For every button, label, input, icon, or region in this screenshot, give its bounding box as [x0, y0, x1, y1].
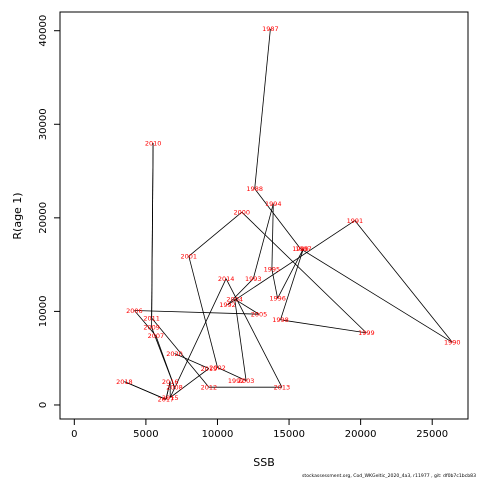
year-label-2012: 2012 [201, 384, 218, 392]
trajectory-segment [227, 220, 356, 306]
year-label-2017: 2017 [158, 396, 175, 404]
trajectory-segment [280, 319, 367, 334]
x-axis-title: SSB [253, 456, 275, 469]
year-label-2007: 2007 [148, 332, 165, 340]
year-label-1994: 1994 [265, 200, 282, 208]
year-label-2000: 2000 [234, 209, 251, 217]
trajectory-segment [234, 298, 260, 315]
plot-frame [59, 11, 469, 420]
year-label-2008: 2008 [166, 384, 183, 392]
year-label-2005: 2005 [251, 311, 268, 319]
x-tick-label: 5000 [133, 429, 158, 440]
year-label-1991: 1991 [347, 217, 364, 225]
year-label-2013: 2013 [274, 384, 291, 392]
trajectory-segment [241, 211, 367, 334]
year-label-2011: 2011 [143, 314, 160, 322]
year-labels: 1987 1988 1989 1990 1991 1992 1993 1994 1995 1996… [116, 25, 460, 404]
trajectory-segment [252, 203, 274, 279]
trajectory-segment [188, 211, 243, 257]
year-label-2014: 2014 [218, 275, 235, 283]
trajectory-segment [227, 278, 254, 306]
year-label-2004: 2004 [226, 296, 243, 304]
year-label-2016: 2016 [162, 378, 179, 386]
year-label-2009: 2009 [143, 324, 160, 332]
trajectory-segment [271, 269, 278, 299]
footer-note: stockassessment.org, Cod_WKGeltic_2020_4… [302, 473, 476, 479]
trajectory-segment [169, 278, 227, 398]
year-label-1996: 1996 [269, 295, 286, 303]
year-label-1989: 1989 [292, 245, 309, 253]
y-tick-label: 30000 [38, 108, 49, 140]
year-label-1998: 1998 [272, 316, 289, 324]
year-label-1992b: 1992 [228, 377, 245, 385]
x-tick-label: 25000 [416, 429, 448, 440]
year-label-1992: 1992 [219, 301, 236, 309]
trajectory-segment [217, 367, 247, 381]
year-label-2003: 2003 [238, 377, 255, 385]
y-tick-label: 40000 [38, 15, 49, 47]
year-label-2002: 2002 [209, 364, 226, 372]
x-tick-label: 20000 [345, 429, 377, 440]
x-tick-label: 0 [71, 429, 77, 440]
trajectory-segment [124, 381, 167, 400]
year-label-1995: 1995 [264, 266, 281, 274]
x-tick-label: 15000 [273, 429, 305, 440]
y-tick-label: 10000 [38, 295, 49, 327]
year-label-2019: 2019 [201, 365, 218, 373]
trajectory-segment [165, 381, 171, 400]
trajectory-segment [151, 327, 175, 388]
trajectory-segment [300, 248, 453, 343]
trajectory-segment [254, 28, 271, 189]
year-label-2020: 2020 [166, 350, 183, 358]
trajectory-segment [234, 299, 247, 381]
trajectory-segment [151, 142, 154, 319]
year-label-2015: 2015 [162, 394, 179, 402]
year-label-2001: 2001 [181, 253, 198, 261]
year-label-2006: 2006 [126, 307, 143, 315]
year-label-1997: 1997 [295, 245, 312, 253]
year-label-2018: 2018 [116, 378, 133, 386]
year-label-1999: 1999 [358, 329, 375, 337]
trajectory-segment [134, 310, 260, 315]
year-label-1988: 1988 [246, 185, 263, 193]
trajectory-segment [169, 368, 210, 398]
y-tick-label: 20000 [38, 202, 49, 234]
trajectory-lines [124, 28, 453, 400]
trajectory-segment [174, 353, 210, 369]
year-label-1987: 1987 [262, 25, 279, 33]
trajectory-segment [254, 188, 301, 249]
year-label-2010: 2010 [145, 139, 162, 147]
y-axis-title: R(age 1) [11, 192, 24, 239]
trajectory-segment [271, 203, 274, 270]
y-tick-label: 0 [38, 402, 49, 408]
trajectory-segment [134, 310, 157, 336]
year-label-1990: 1990 [444, 339, 461, 347]
axes: 0 5000 10000 15000 20000 25000 0 10000 20000 3000… [38, 15, 448, 440]
trajectory-segment [225, 278, 283, 388]
year-label-1993: 1993 [245, 275, 262, 283]
trajectory-segment [354, 220, 453, 343]
trajectory-segment [188, 256, 218, 368]
trajectory-segment [277, 248, 304, 299]
x-tick-label: 10000 [202, 429, 234, 440]
trajectory-segment [280, 248, 304, 320]
